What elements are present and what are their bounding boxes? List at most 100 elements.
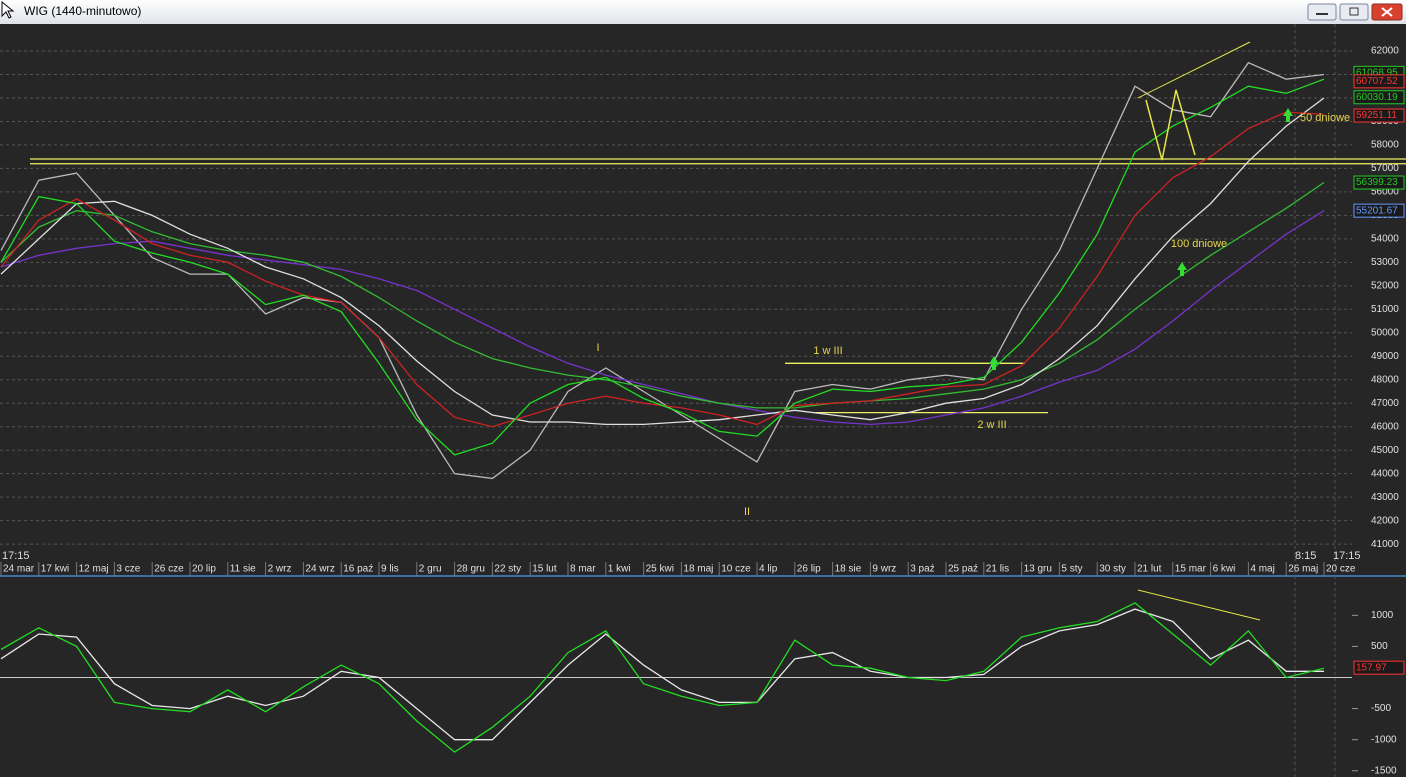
x-tick-label: 6 kwi: [1213, 564, 1236, 575]
value-marker-label: 55201.67: [1356, 205, 1398, 216]
value-marker-label: 59251.11: [1356, 110, 1397, 121]
time-label: 17:15: [1333, 550, 1361, 562]
window-title: WIG (1440-minutowo): [24, 4, 141, 18]
x-tick-label: 24 mar: [3, 564, 35, 575]
wave-label: 2 w III: [977, 419, 1006, 431]
x-tick-label: 21 lut: [1137, 564, 1162, 575]
time-label: 17:15: [2, 550, 30, 562]
y-tick-label: 56000: [1371, 187, 1399, 198]
signal-arrow: [1177, 262, 1187, 276]
cursor: [1, 0, 15, 19]
y-tick-label: 48000: [1371, 374, 1399, 385]
value-marker: [1353, 660, 1405, 675]
y-tick-label: 42000: [1371, 515, 1399, 526]
restore-icon: [1349, 7, 1359, 16]
value-marker: [1353, 108, 1405, 123]
x-tick-label: 12 maj: [79, 564, 109, 575]
trend-line: [1137, 41, 1251, 99]
x-tick-label: 3 cze: [116, 564, 140, 575]
series-line: [0, 210, 1325, 426]
x-tick-label: 21 lis: [986, 564, 1009, 575]
y-tick-label: 57000: [1371, 163, 1399, 174]
value-marker-label: 60030.19: [1356, 92, 1398, 103]
wave-label: I: [596, 342, 599, 354]
y-tick-label: -500: [1371, 703, 1391, 714]
price-plot: [0, 24, 1352, 550]
x-tick-label: 18 maj: [683, 564, 713, 575]
x-tick-label: 20 cze: [1326, 564, 1356, 575]
minimize-button[interactable]: [1307, 3, 1337, 21]
x-tick-label: 20 lip: [192, 564, 216, 575]
x-tick-label: 25 kwi: [646, 564, 674, 575]
y-tick-label: 43000: [1371, 492, 1399, 503]
y-tick-label: 47000: [1371, 398, 1399, 409]
series-line: [0, 181, 1325, 409]
signal-arrow: [989, 356, 999, 370]
time-label: 8:15: [1295, 550, 1316, 562]
x-tick-label: 5 sty: [1061, 564, 1082, 575]
y-tick-label: 50000: [1371, 327, 1399, 338]
y-tick-label: 1000: [1371, 610, 1394, 621]
y-tick-label: 500: [1371, 641, 1388, 652]
divergence-line: [1137, 589, 1261, 621]
y-tick-label: -1000: [1371, 734, 1397, 745]
y-tick-label: 49000: [1371, 351, 1399, 362]
x-tick-label: 15 mar: [1175, 564, 1207, 575]
x-tick-label: 2 gru: [419, 564, 442, 575]
series-line: [0, 97, 1325, 426]
y-tick-label: 53000: [1371, 257, 1399, 268]
x-tick-label: 4 lip: [759, 564, 778, 575]
x-tick-label: 25 paź: [948, 564, 978, 575]
x-tick-label: 28 gru: [457, 564, 485, 575]
value-marker: [1353, 175, 1405, 190]
wave-label: 1 w III: [813, 345, 842, 357]
y-tick-label: -1500: [1371, 765, 1397, 776]
value-marker-label: 61068.95: [1356, 68, 1398, 79]
x-tick-label: 11 sie: [230, 564, 256, 575]
y-tick-label: 45000: [1371, 445, 1399, 456]
x-tick-label: 4 maj: [1250, 564, 1274, 575]
y-tick-label: 62000: [1371, 46, 1399, 57]
y-tick-label: 51000: [1371, 304, 1399, 315]
x-tick-label: 22 sty: [494, 564, 521, 575]
close-icon: [1381, 7, 1393, 17]
x-tick-label: 2 wrz: [268, 564, 292, 575]
y-tick-label: 46000: [1371, 421, 1399, 432]
series-line: [0, 78, 1325, 456]
series-line: [0, 61, 1325, 480]
x-tick-label: 13 gru: [1024, 564, 1052, 575]
pattern-line: [1145, 89, 1196, 161]
x-tick-label: 30 sty: [1099, 564, 1126, 575]
restore-button[interactable]: [1339, 3, 1369, 21]
title-bar: [0, 0, 1406, 24]
wave-label: II: [744, 506, 750, 518]
x-tick-label: 16 paź: [343, 564, 373, 575]
value-marker: [1353, 90, 1405, 105]
x-tick-label: 17 kwi: [41, 564, 69, 575]
x-tick-label: 24 wrz: [305, 564, 334, 575]
value-marker: [1353, 203, 1405, 218]
x-tick-label: 8 mar: [570, 564, 596, 575]
signal-arrow: [1283, 108, 1293, 122]
value-marker-label: 157.97: [1356, 662, 1387, 673]
ma-label: 100 dniowe: [1171, 238, 1227, 250]
x-tick-label: 1 kwi: [608, 564, 631, 575]
y-tick-label: 58000: [1371, 140, 1399, 151]
value-marker-label: 56399.23: [1356, 177, 1398, 188]
x-tick-label: 15 lut: [532, 564, 557, 575]
y-tick-label: 41000: [1371, 539, 1399, 550]
y-tick-label: 54000: [1371, 234, 1399, 245]
x-tick-label: 18 sie: [835, 564, 862, 575]
x-tick-label: 26 cze: [154, 564, 184, 575]
x-tick-label: 3 paź: [910, 564, 934, 575]
x-tick-label: 9 lis: [381, 564, 399, 575]
x-tick-label: 9 wrz: [872, 564, 896, 575]
y-tick-label: 44000: [1371, 468, 1399, 479]
value-marker: [1353, 74, 1405, 89]
x-tick-label: 10 cze: [721, 564, 751, 575]
x-tick-label: 26 maj: [1288, 564, 1318, 575]
series-line: [0, 602, 1325, 753]
y-tick-label: 52000: [1371, 280, 1399, 291]
series-line: [0, 608, 1324, 741]
